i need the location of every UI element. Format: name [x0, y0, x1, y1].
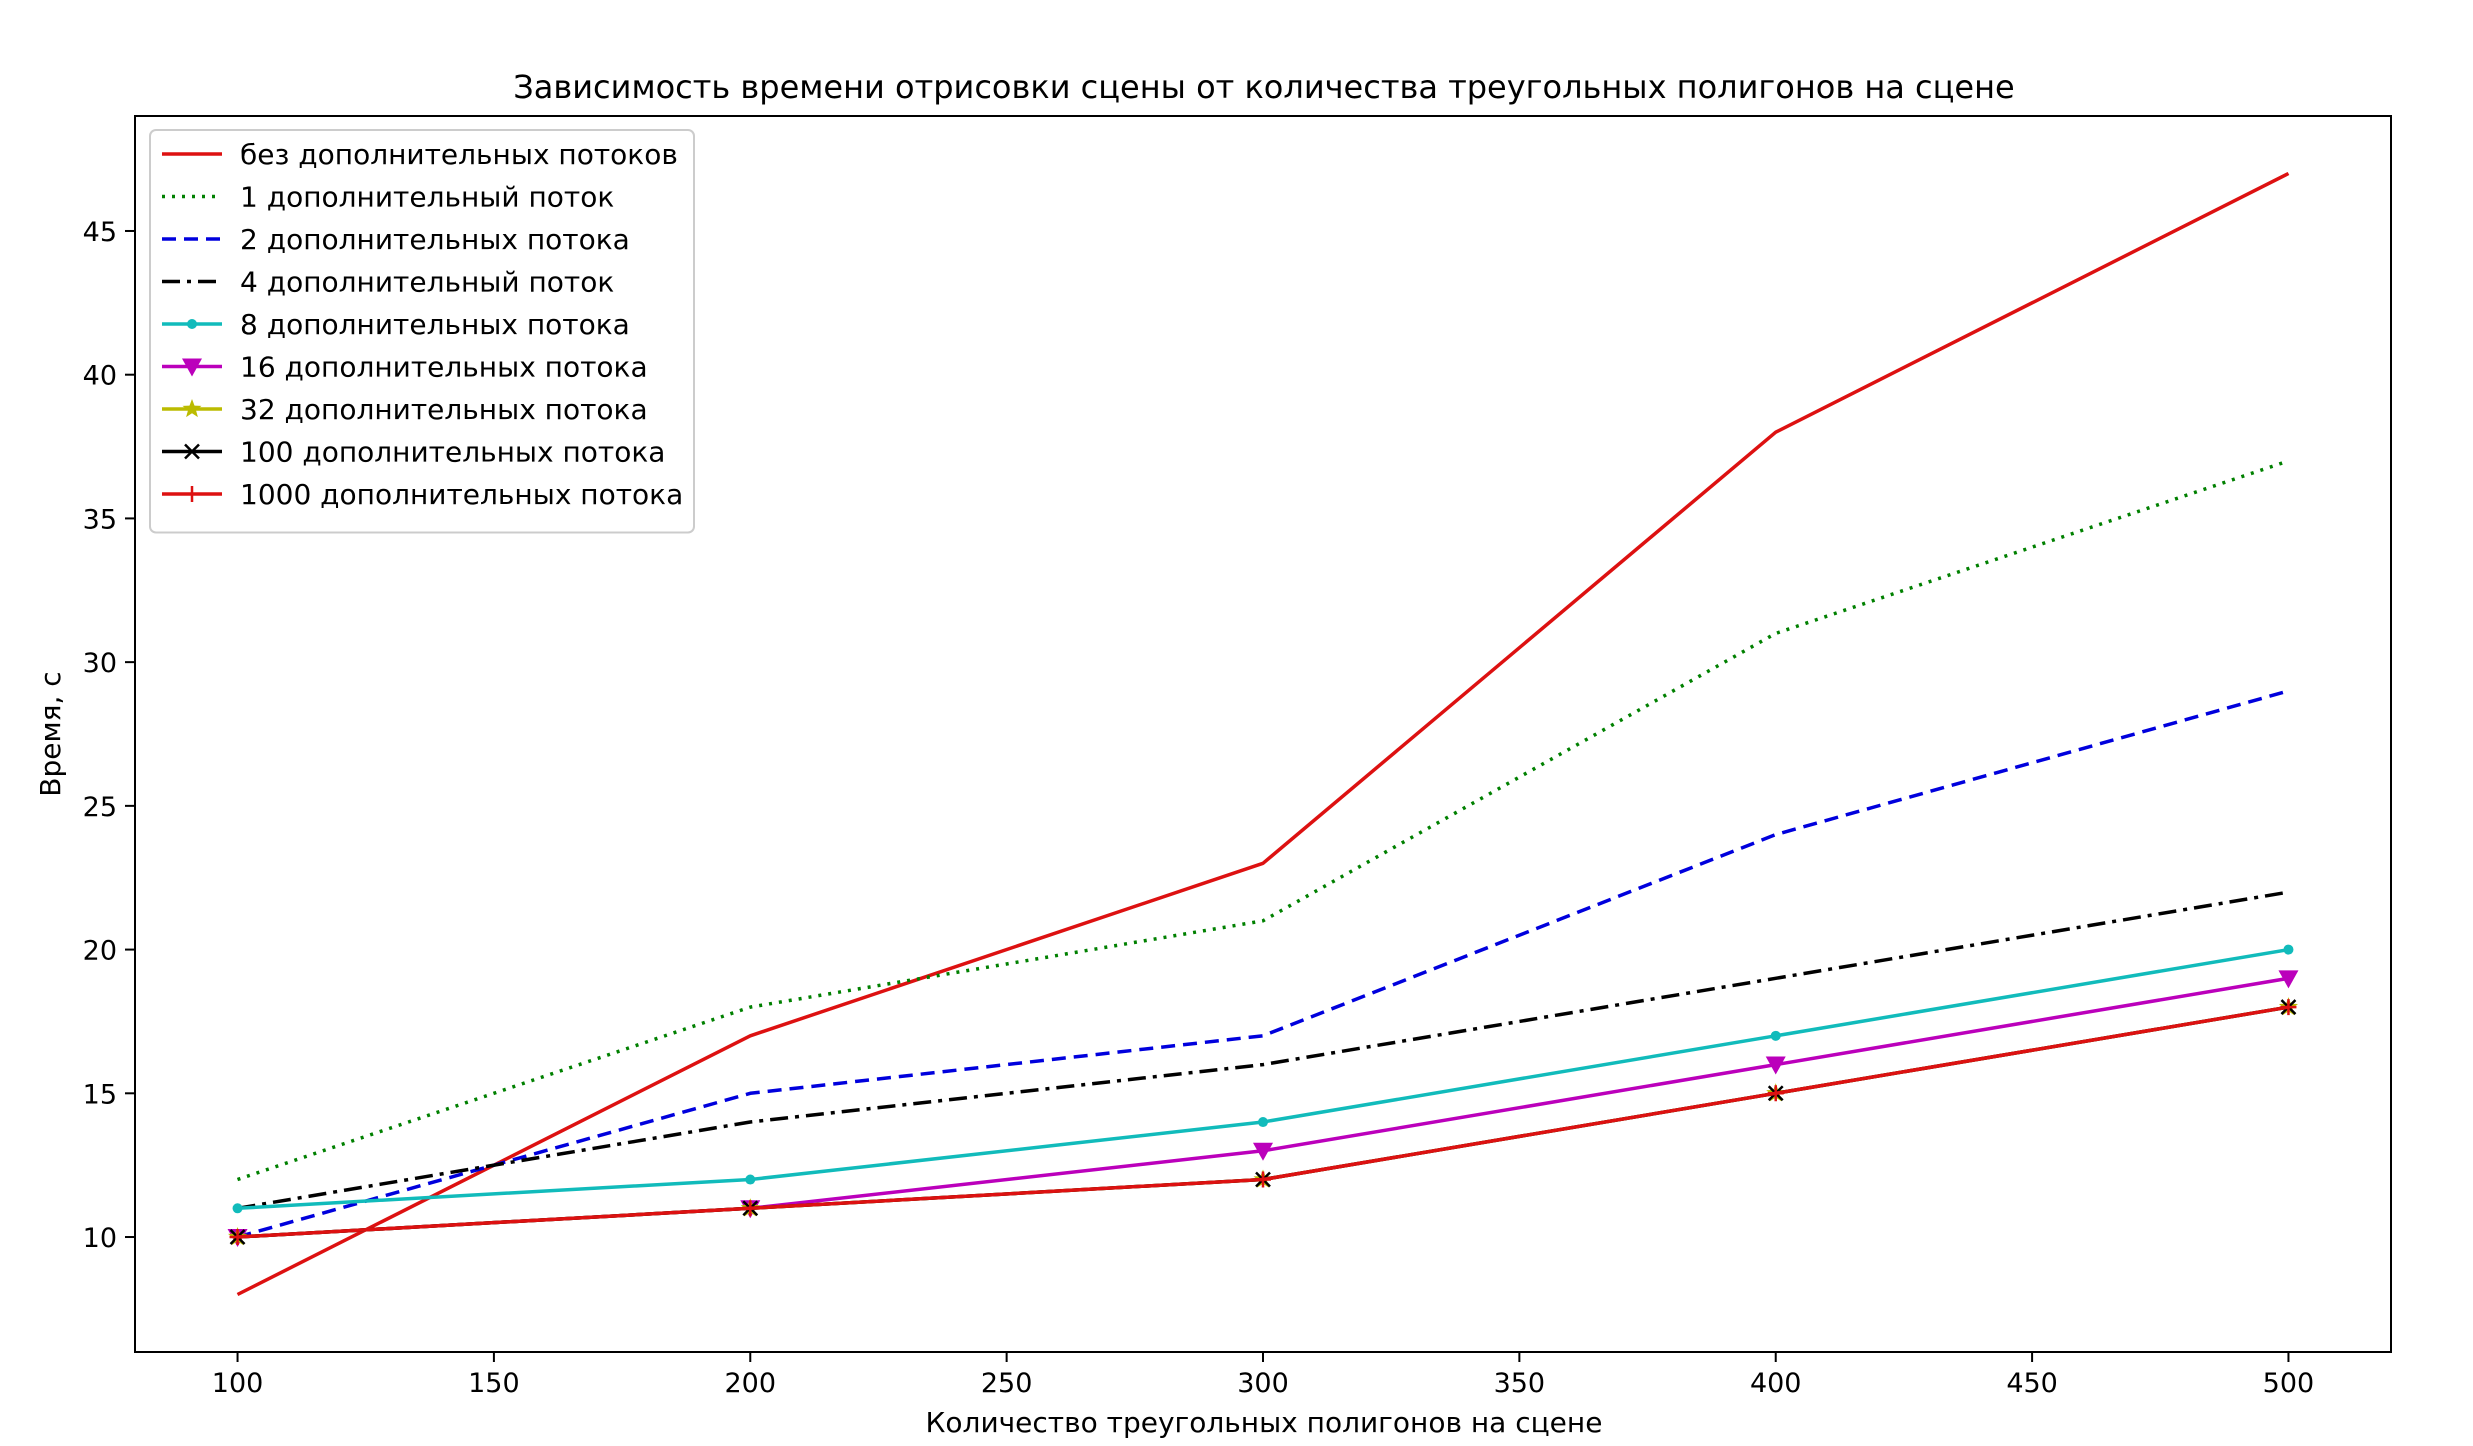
- legend-label: без дополнительных потоков: [240, 138, 678, 171]
- series-4: [237, 890, 2289, 1211]
- legend-item: без дополнительных потоков: [162, 138, 678, 171]
- legend-box: [149, 129, 695, 534]
- y-tick-label: 35: [83, 504, 117, 535]
- data-point-triangle-down: [1765, 1056, 1786, 1075]
- x-tick-label: 450: [2006, 1368, 2058, 1399]
- data-point-plus: [184, 486, 200, 502]
- data-point-triangle-down: [1253, 1142, 1273, 1161]
- legend-item: 4 дополнительный поток: [162, 266, 614, 299]
- data-point-dot: [745, 1174, 756, 1185]
- legend-label: 1000 дополнительных потока: [240, 478, 683, 511]
- legend-item: 2 дополнительных потока: [162, 223, 630, 256]
- data-point-dot: [187, 319, 197, 329]
- x-tick-label: 200: [724, 1368, 776, 1399]
- series-3: [237, 689, 2289, 1239]
- x-tick-label: 150: [468, 1368, 520, 1399]
- legend-label: 16 дополнительных потока: [240, 351, 648, 384]
- legend-label: 8 дополнительных потока: [240, 308, 630, 341]
- x-tick-label: 100: [212, 1368, 264, 1399]
- legend: без дополнительных потоков 1 дополнительн…: [149, 129, 695, 534]
- legend-label: 1 дополнительный поток: [240, 181, 614, 214]
- y-tick-label: 15: [83, 1079, 117, 1110]
- series-line: [237, 890, 2289, 1211]
- x-tick-label: 400: [1750, 1368, 1802, 1399]
- x-tick-label: 500: [2263, 1368, 2315, 1399]
- legend-label: 100 дополнительных потока: [240, 436, 665, 469]
- data-point-star: [182, 399, 202, 418]
- y-tick-label: 30: [83, 648, 117, 679]
- legend-item: 8 дополнительных потока: [162, 308, 630, 341]
- x-tick-label: 250: [981, 1368, 1033, 1399]
- data-point-triangle-down: [182, 358, 202, 377]
- data-point-dot: [1770, 1030, 1781, 1041]
- series-line: [237, 689, 2289, 1239]
- chart-title: Зависимость времени отрисовки сцены от к…: [513, 68, 2014, 106]
- data-point-plus: [1767, 1085, 1784, 1102]
- y-tick-label: 40: [83, 361, 117, 392]
- legend-label: 32 дополнительных потока: [240, 393, 648, 426]
- series-9: [229, 999, 2297, 1246]
- y-tick-label: 10: [83, 1223, 117, 1254]
- series-5: [232, 944, 2294, 1214]
- data-point-x: [184, 443, 200, 460]
- data-point-dot: [2283, 944, 2294, 955]
- legend-item: 32 дополнительных потока: [162, 393, 648, 426]
- y-axis: 10 15 20 25 30 35 40 45: [83, 217, 135, 1254]
- series-line: [236, 171, 2290, 1297]
- x-axis: 100 150 200 250 300 350 400 450 500: [212, 1352, 2314, 1399]
- data-point-triangle-down: [2278, 970, 2299, 989]
- x-axis-label: Количество треугольных полигонов на сцен…: [926, 1406, 1603, 1439]
- data-point-plus: [2280, 999, 2297, 1016]
- y-tick-label: 20: [83, 936, 117, 967]
- series-layer: [227, 171, 2299, 1297]
- y-tick-label: 25: [83, 792, 117, 823]
- data-point-dot: [232, 1203, 243, 1214]
- data-point-plus: [742, 1200, 759, 1217]
- y-axis-label: Время, с: [34, 671, 67, 796]
- legend-label: 4 дополнительный поток: [240, 266, 614, 299]
- legend-item: 1 дополнительный поток: [162, 181, 614, 214]
- y-tick-label: 45: [83, 217, 117, 248]
- legend-item: 1000 дополнительных потока: [162, 478, 683, 511]
- series-2: [236, 459, 2290, 1182]
- plot-frame: [134, 115, 2392, 1353]
- legend-label: 2 дополнительных потока: [240, 223, 630, 256]
- series-line: [236, 459, 2290, 1182]
- data-point-plus: [1255, 1171, 1271, 1188]
- series-1: [236, 171, 2290, 1297]
- data-point-plus: [229, 1229, 246, 1246]
- x-tick-label: 300: [1237, 1368, 1289, 1399]
- x-tick-label: 350: [1494, 1368, 1546, 1399]
- legend-item: 100 дополнительных потока: [162, 436, 665, 469]
- data-point-dot: [1258, 1117, 1268, 1128]
- legend-item: 16 дополнительных потока: [162, 351, 648, 384]
